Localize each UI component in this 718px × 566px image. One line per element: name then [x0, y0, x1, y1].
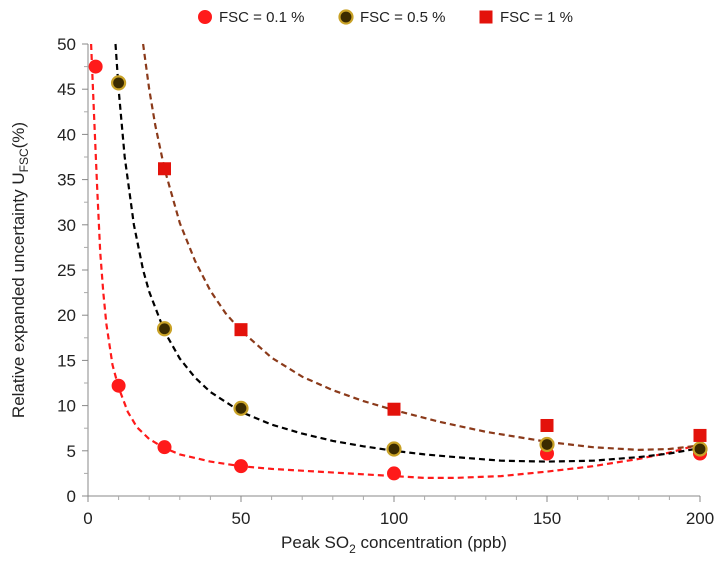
y-tick-label: 15 [57, 351, 76, 370]
data-point [692, 441, 708, 457]
y-tick-label: 30 [57, 216, 76, 235]
data-point [234, 323, 248, 337]
y-tick-label: 45 [57, 80, 76, 99]
x-ticks: 0 50 100 150 200 [83, 496, 714, 528]
trend-line [142, 43, 701, 452]
y-tick-label: 40 [57, 125, 76, 144]
y-tick-label: 35 [57, 171, 76, 190]
x-tick-label: 100 [380, 509, 408, 528]
data-point [156, 321, 173, 337]
y-tick-label: 5 [67, 442, 76, 461]
plot-area: 0 5 10 15 20 25 30 35 40 45 50 0 50 100 150 200 [57, 35, 714, 528]
y-tick-label: 10 [57, 397, 76, 416]
trend-line [114, 43, 701, 463]
data-point [111, 378, 126, 393]
legend-marker [479, 10, 493, 24]
y-tick-label: 50 [57, 35, 76, 54]
x-tick-label: 200 [686, 509, 714, 528]
data-point [693, 428, 707, 442]
y-tick-label: 0 [67, 487, 76, 506]
data-point [88, 59, 103, 74]
data-point [539, 436, 555, 453]
y-tick-label: 20 [57, 306, 76, 325]
x-tick-label: 150 [533, 509, 561, 528]
x-tick-label: 50 [232, 509, 251, 528]
data-point [386, 441, 402, 457]
legend-marker [338, 9, 354, 25]
legend-marker [198, 10, 212, 24]
legend: FSC = 0.1 % FSC = 0.5 % FSC = 1 % [198, 9, 573, 26]
data-point [110, 75, 127, 91]
data-point [158, 162, 171, 176]
x-tick-label: 0 [83, 509, 92, 528]
data-points [88, 59, 708, 481]
legend-label: FSC = 0.1 % [219, 9, 304, 26]
data-point [157, 440, 172, 455]
trend-lines [90, 43, 701, 479]
trend-line [90, 43, 701, 479]
data-point [387, 402, 401, 416]
legend-label: FSC = 1 % [500, 9, 573, 26]
y-tick-label: 25 [57, 261, 76, 280]
data-point [540, 418, 554, 432]
y-ticks: 0 5 10 15 20 25 30 35 40 45 50 [57, 35, 88, 506]
y-axis-title: Relative expanded uncertainty UFSC(%) [9, 122, 31, 418]
legend-label: FSC = 0.5 % [360, 9, 445, 26]
x-axis-title: Peak SO2 concentration (ppb) [281, 533, 507, 556]
data-point [387, 466, 401, 481]
data-point [233, 400, 249, 416]
data-point [234, 459, 248, 474]
